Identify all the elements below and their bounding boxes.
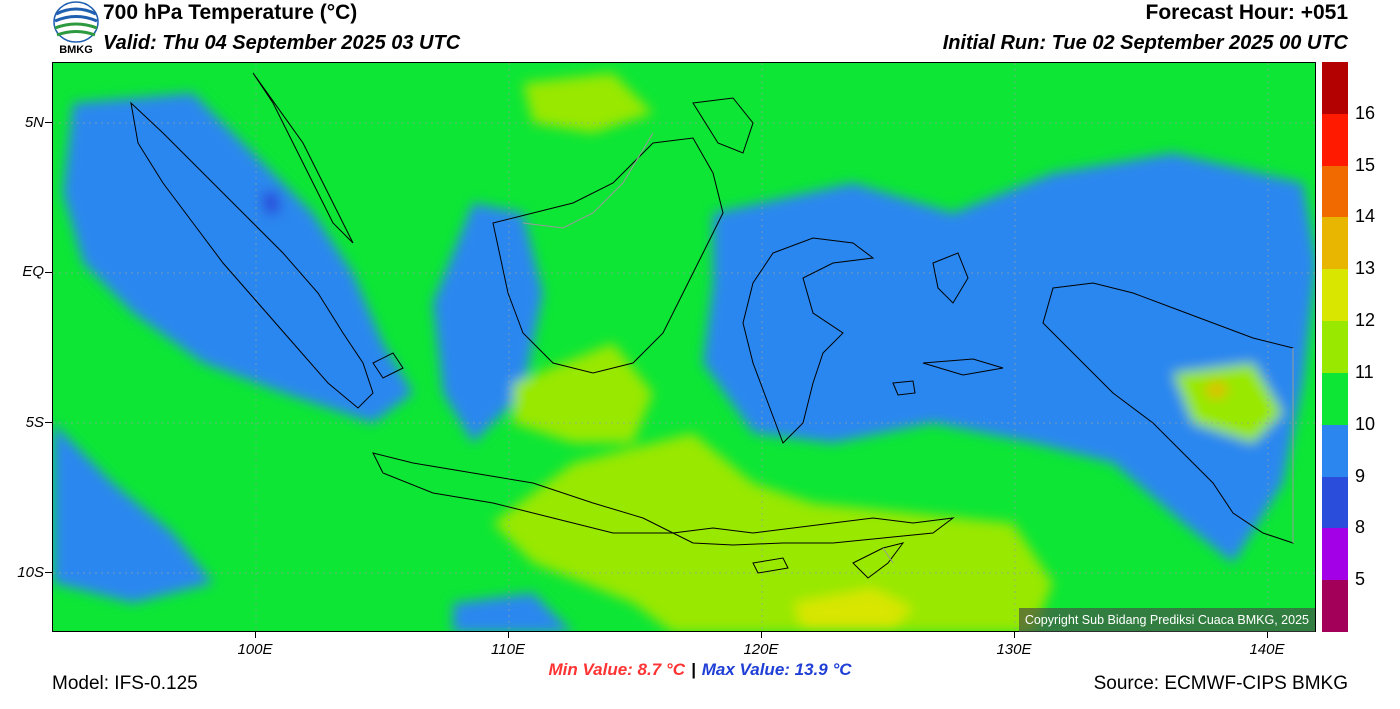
lon-tick bbox=[508, 632, 509, 638]
field-8-9-patch bbox=[261, 191, 281, 215]
field-9-10-southwest bbox=[53, 423, 213, 603]
malay-peninsula-coast bbox=[252, 72, 354, 244]
timor-coast bbox=[852, 542, 905, 579]
lat-label-5s: 5S bbox=[25, 414, 44, 431]
sumatra-coast bbox=[130, 101, 374, 409]
buru-coast bbox=[892, 380, 916, 396]
temperature-map bbox=[52, 62, 1316, 632]
sumba-coast bbox=[752, 557, 789, 574]
nusa-tenggara-coast bbox=[671, 517, 955, 546]
field-9-10-west bbox=[63, 93, 413, 423]
model-info: Model: IFS-0.125 bbox=[52, 673, 198, 694]
field-11-12-south bbox=[493, 433, 1053, 631]
field-9-10-east bbox=[703, 153, 1315, 563]
lon-tick bbox=[1267, 632, 1268, 638]
bmkg-logo: BMKG bbox=[52, 0, 100, 60]
colorbar-segment bbox=[1322, 580, 1348, 633]
lon-label-110e: 110E bbox=[491, 641, 525, 658]
lat-tick bbox=[45, 122, 52, 123]
colorbar bbox=[1322, 62, 1348, 633]
lat-tick bbox=[45, 572, 52, 573]
lat-label-10s: 10S bbox=[17, 564, 44, 581]
lat-tick bbox=[45, 272, 52, 273]
colorbar-segment bbox=[1322, 269, 1348, 322]
copyright-note: Copyright Sub Bidang Prediksi Cuaca BMKG… bbox=[1018, 608, 1315, 632]
colorbar-segment bbox=[1322, 165, 1348, 218]
borneo-border bbox=[522, 132, 654, 229]
colorbar-label: 8 bbox=[1355, 517, 1366, 538]
min-max-values: Min Value: 8.7 °C | Max Value: 13.9 °C bbox=[0, 660, 1400, 680]
colorbar-segment bbox=[1322, 476, 1348, 529]
min-value: Min Value: 8.7 °C bbox=[548, 660, 685, 679]
lon-tick bbox=[761, 632, 762, 638]
mindanao-coast bbox=[692, 97, 754, 154]
colorbar-label: 11 bbox=[1355, 361, 1374, 382]
colorbar-segment bbox=[1322, 528, 1348, 581]
lon-tick bbox=[1014, 632, 1015, 638]
lon-label-130e: 130E bbox=[996, 641, 1032, 658]
borneo-coast bbox=[492, 137, 724, 374]
lat-tick bbox=[45, 422, 52, 423]
colorbar-label: 9 bbox=[1355, 465, 1366, 486]
lon-label-100e: 100E bbox=[237, 641, 273, 658]
lat-label-eq: EQ bbox=[22, 263, 44, 280]
lon-tick bbox=[255, 632, 256, 638]
field-9-10-south bbox=[453, 593, 571, 631]
map-title: 700 hPa Temperature (°C) bbox=[103, 1, 358, 24]
seram-coast bbox=[922, 358, 1004, 376]
colorbar-label: 5 bbox=[1355, 569, 1366, 590]
bangka-coast bbox=[372, 352, 404, 379]
max-value: Max Value: 13.9 °C bbox=[701, 660, 852, 679]
colorbar-label: 13 bbox=[1355, 258, 1376, 279]
colorbar-segment bbox=[1322, 424, 1348, 478]
graticule bbox=[53, 63, 1315, 631]
source-info: Source: ECMWF-CIPS BMKG bbox=[1093, 673, 1348, 694]
lat-label-5n: 5N bbox=[24, 114, 44, 131]
timor-border bbox=[882, 547, 894, 564]
colorbar-segment bbox=[1322, 372, 1348, 426]
initial-run: Initial Run: Tue 02 September 2025 00 UT… bbox=[942, 32, 1348, 54]
colorbar-segment bbox=[1322, 217, 1348, 270]
field-13-14-papua bbox=[1203, 381, 1229, 399]
field-12-13-south bbox=[793, 588, 913, 628]
coastlines bbox=[130, 72, 1294, 579]
logo-text: BMKG bbox=[59, 44, 93, 56]
forecast-hour: Forecast Hour: +051 bbox=[1145, 1, 1349, 24]
colorbar-label: 16 bbox=[1355, 102, 1376, 123]
colorbar-segment bbox=[1322, 113, 1348, 167]
colorbar-label: 12 bbox=[1355, 310, 1376, 331]
colorbar-label: 14 bbox=[1355, 206, 1376, 227]
borders bbox=[522, 132, 1294, 564]
valid-time: Valid: Thu 04 September 2025 03 UTC bbox=[103, 32, 461, 54]
colorbar-label: 15 bbox=[1355, 154, 1376, 175]
lon-label-140e: 140E bbox=[1249, 641, 1285, 658]
field-11-12-north bbox=[523, 73, 653, 133]
colorbar-segment bbox=[1322, 321, 1348, 374]
halmahera-coast bbox=[932, 252, 969, 304]
min-max-separator: | bbox=[690, 660, 696, 679]
field-11-12-java-sea bbox=[513, 343, 653, 443]
colorbar-label: 10 bbox=[1355, 413, 1376, 434]
papua-coast bbox=[1042, 282, 1294, 544]
colorbar-segment bbox=[1322, 62, 1348, 115]
lon-label-120e: 120E bbox=[743, 641, 779, 658]
map-field bbox=[53, 63, 1315, 631]
sulawesi-coast bbox=[742, 237, 875, 444]
